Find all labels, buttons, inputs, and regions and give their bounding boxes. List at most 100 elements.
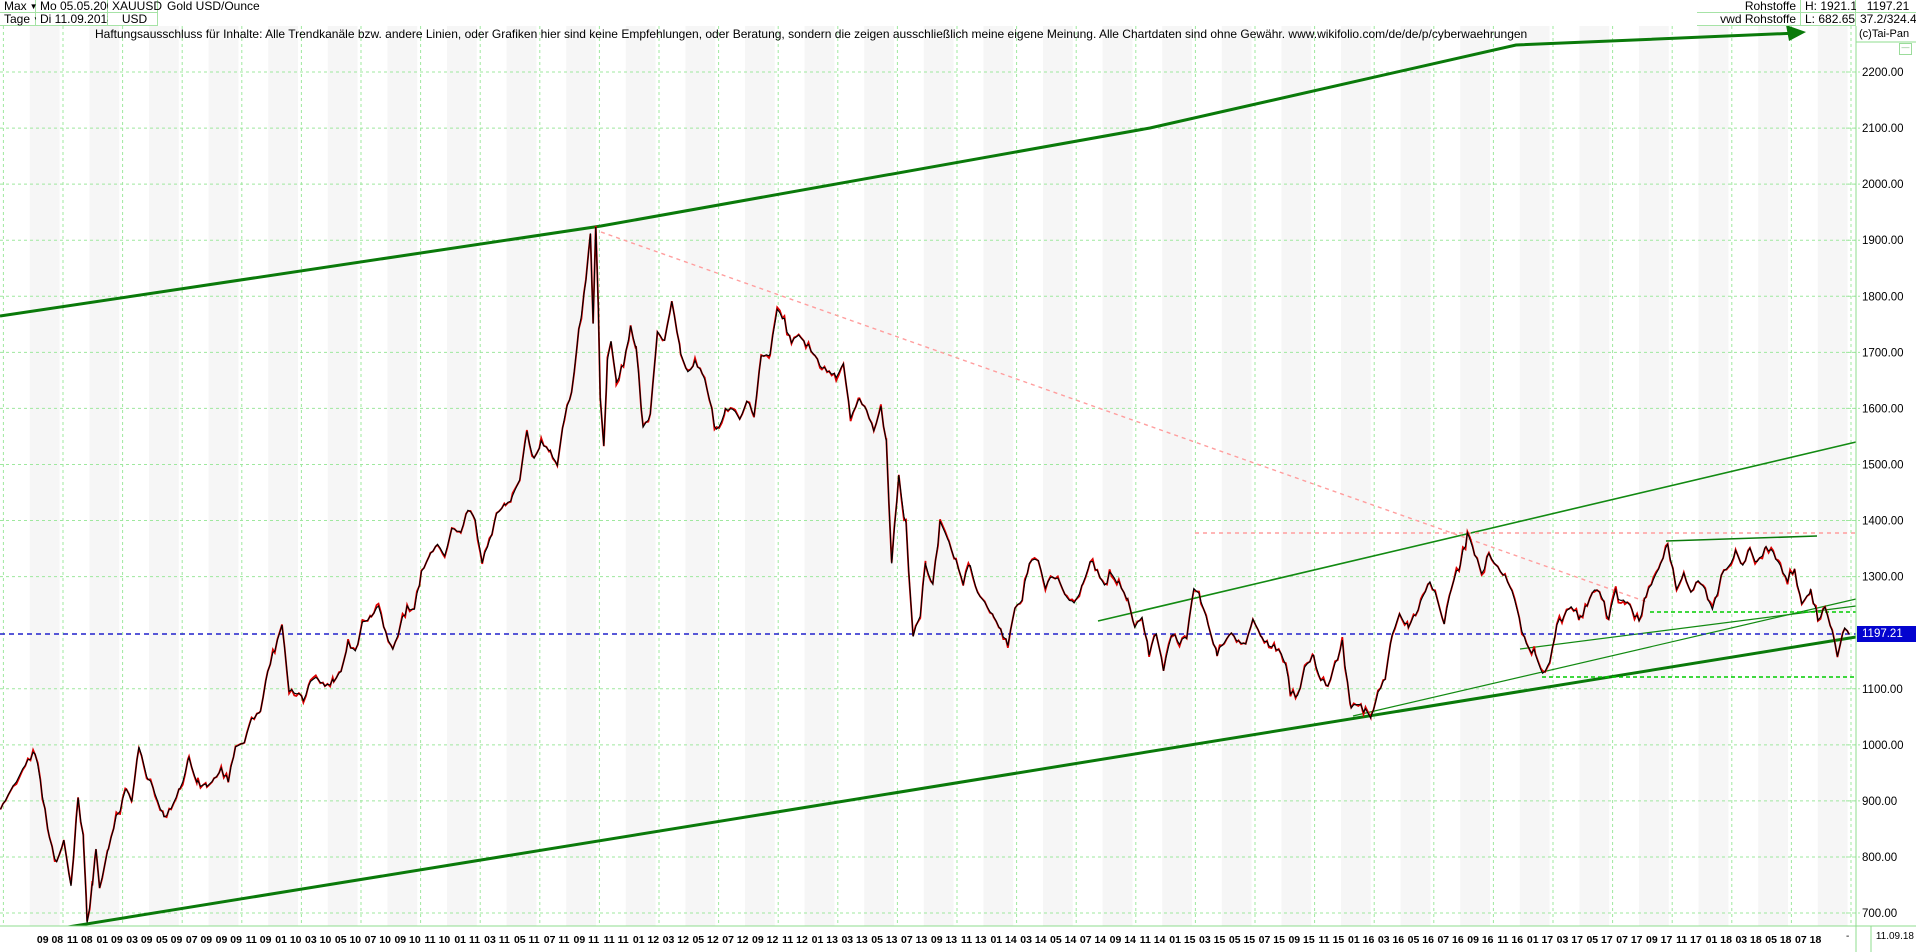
disclaimer-body: Haftungsausschluss für Inhalte: Alle Tre…	[95, 27, 1289, 41]
x-tick-label: 09 14	[1110, 934, 1136, 946]
last-price-badge: 1197.21	[1857, 626, 1916, 642]
x-tick-label: 03 18	[1735, 934, 1761, 946]
background-stripe	[1162, 26, 1192, 926]
x-tick-label: 07 10	[365, 934, 391, 946]
background-stripe	[1519, 26, 1550, 926]
x-tick-label: 05 10	[335, 934, 361, 946]
x-tick-label: 03 15	[1199, 934, 1225, 946]
x-axis-panel	[0, 926, 1916, 952]
x-tick-label: 11 15	[1319, 934, 1345, 946]
x-tick-label: 07 09	[186, 934, 212, 946]
x-tick-label: 01 12	[633, 934, 659, 946]
background-stripe	[506, 26, 537, 926]
period-dropdown[interactable]: Tage▼	[0, 12, 41, 26]
x-tick-label: 09 09	[216, 934, 242, 946]
x-tick-label: 01 16	[1348, 934, 1374, 946]
x-tick-label: 11 17	[1676, 934, 1702, 946]
period-dropdown-label: Tage	[4, 12, 31, 26]
y-tick-label: 900.00	[1862, 796, 1897, 808]
price-series-black	[0, 226, 1850, 923]
collapse-panel-icon[interactable]: —	[1899, 43, 1912, 55]
x-tick-label: 09 08	[37, 934, 63, 946]
y-tick-label: 1300.00	[1862, 572, 1904, 584]
x-tick-label: 07 12	[722, 934, 748, 946]
y-tick-label: 1800.00	[1862, 291, 1904, 303]
background-stripe	[327, 26, 358, 926]
background-stripe	[566, 26, 596, 926]
background-stripe	[1221, 26, 1252, 926]
x-tick-label: 05 15	[1229, 934, 1255, 946]
y-tick-label: 1400.00	[1862, 516, 1904, 528]
x-tick-label: 01 18	[1706, 934, 1732, 946]
copyright-label: (c)Tai-Pan	[1859, 28, 1910, 40]
y-tick-label: 1700.00	[1862, 347, 1904, 359]
upper-channel-line	[0, 31, 1799, 318]
x-tick-label: 03 14	[1020, 934, 1046, 946]
x-tick-label: 11 10	[425, 934, 451, 946]
x-tick-label: 07 14	[1080, 934, 1106, 946]
x-tick-label: 07 16	[1437, 934, 1463, 946]
x-tick-label: 09 15	[1288, 934, 1314, 946]
background-stripe	[1400, 26, 1431, 926]
axis-last-date-label: 11.09.18	[1875, 931, 1914, 942]
background-stripe	[983, 26, 1014, 926]
x-tick-label: 05 18	[1765, 934, 1791, 946]
lower-channel-line	[0, 635, 1857, 940]
axis-last-date: - 11.09.18	[1846, 931, 1916, 942]
range-dropdown-label: Max	[4, 0, 27, 13]
x-tick-label: 01 09	[96, 934, 122, 946]
x-tick-label: 07 13	[901, 934, 927, 946]
high-value: H: 1921.18	[1801, 0, 1864, 13]
background-stripe	[625, 26, 656, 926]
x-tick-label: 09 13	[931, 934, 957, 946]
x-tick-label: 03 12	[663, 934, 689, 946]
y-tick-label: 2000.00	[1862, 179, 1904, 191]
y-tick-label: 700.00	[1862, 908, 1897, 920]
y-tick-label: 800.00	[1862, 852, 1897, 864]
y-tick-label: 2200.00	[1862, 67, 1904, 79]
background-stripe	[864, 26, 894, 926]
rising-trendline-from-2016-low	[1519, 605, 1857, 650]
wikifolio-link[interactable]: www.wikifolio.com/de/de/p/cyberwaehrunge…	[1288, 27, 1528, 41]
end-date: Di 11.09.2018	[36, 13, 114, 26]
x-tick-label: 03 09	[126, 934, 152, 946]
x-tick-label: 05 12	[692, 934, 718, 946]
x-tick-label: 11 13	[961, 934, 987, 946]
background-stripe	[1102, 26, 1133, 926]
x-tick-label: 03 11	[484, 934, 510, 946]
y-tick-label: 1100.00	[1862, 684, 1903, 696]
x-tick-label: 07 17	[1616, 934, 1642, 946]
x-tick-label: 01 14	[990, 934, 1016, 946]
disclaimer-text: Haftungsausschluss für Inhalte: Alle Tre…	[95, 27, 1527, 41]
x-tick-label: 03 10	[305, 934, 331, 946]
background-stripe	[1281, 26, 1312, 926]
symbol-label: XAUUSD	[108, 0, 162, 13]
background-stripe	[149, 26, 179, 926]
x-tick-label: 07 18	[1795, 934, 1821, 946]
y-tick-label: 1500.00	[1862, 459, 1904, 471]
x-tick-label: 09 16	[1467, 934, 1493, 946]
resistance-segment-2018-tops	[1665, 535, 1818, 542]
background-stripe	[1817, 26, 1848, 926]
background-stripe	[208, 26, 239, 926]
x-tick-label: 05 09	[156, 934, 182, 946]
background-stripe	[29, 26, 60, 926]
x-tick-label: 03 13	[841, 934, 867, 946]
header-change-info: 37.2/324.4	[1856, 13, 1916, 26]
header-last-price: 1197.21	[1856, 0, 1916, 13]
descending-line-from-2011-peak	[600, 231, 1648, 603]
y-tick-label: 2100.00	[1862, 123, 1904, 135]
background-stripe	[685, 26, 716, 926]
range-dropdown[interactable]: Max ▼	[0, 0, 38, 13]
y-tick-label: 1900.00	[1862, 235, 1904, 247]
x-tick-label: 05 11	[514, 934, 540, 946]
x-tick-label: 05 17	[1586, 934, 1612, 946]
x-tick-label: 01 11	[454, 934, 480, 946]
x-tick-label: 11 09	[246, 934, 272, 946]
x-tick-label: 05 16	[1408, 934, 1434, 946]
background-stripe	[1579, 26, 1610, 926]
x-tick-label: 11 14	[1140, 934, 1166, 946]
x-tick-label: 09 10	[394, 934, 420, 946]
